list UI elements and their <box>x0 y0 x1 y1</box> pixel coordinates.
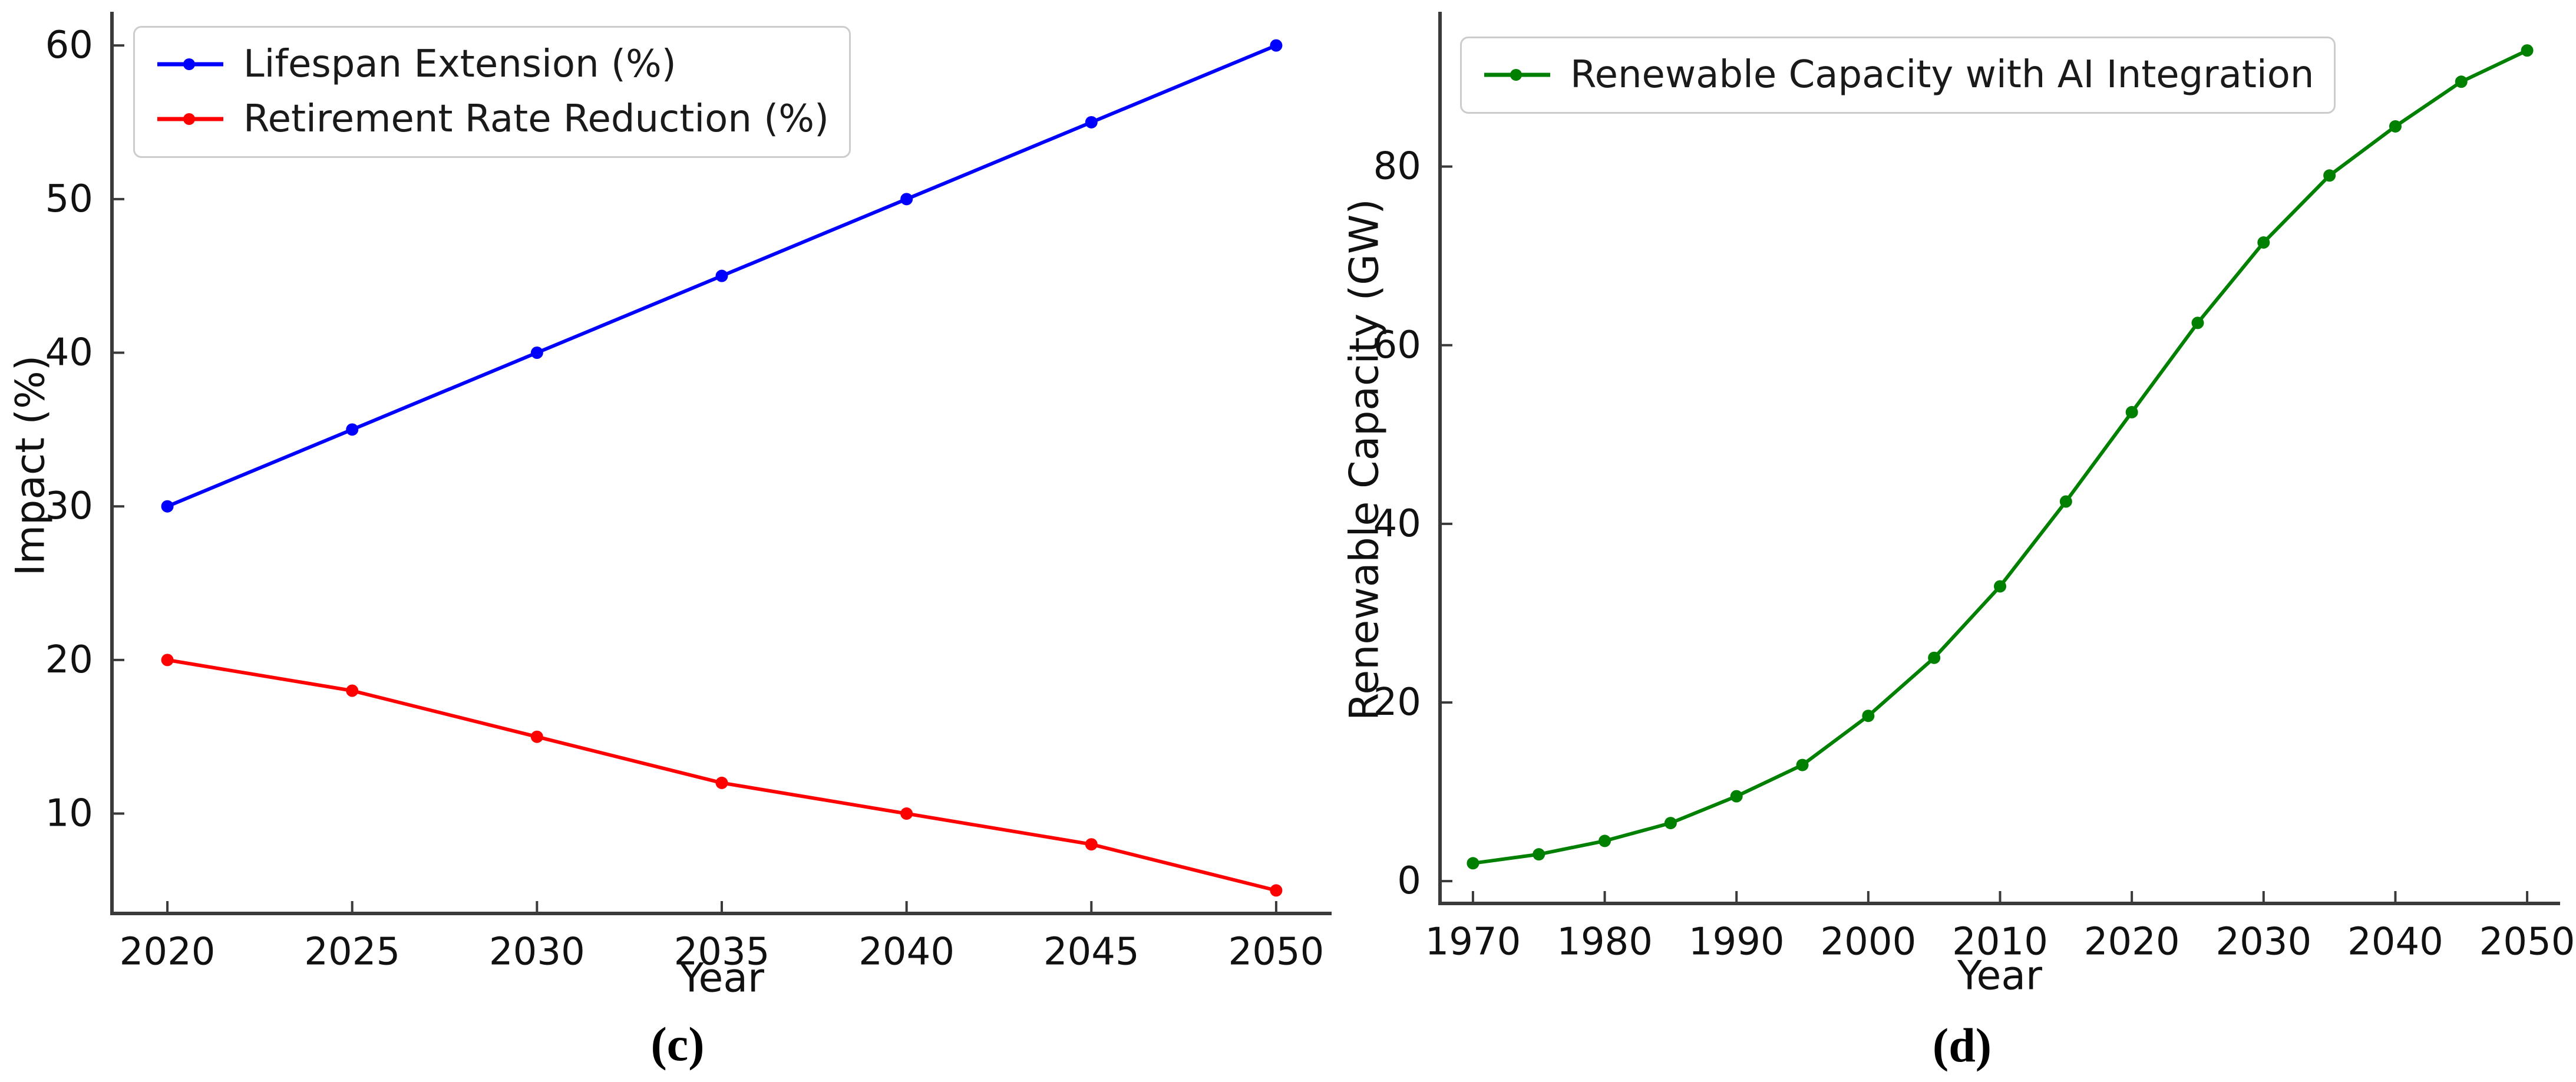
data-point-marker <box>2323 169 2336 182</box>
data-point-marker <box>900 193 913 206</box>
x-tick-label: 2040 <box>2347 920 2443 964</box>
legend-swatch-marker <box>183 113 195 126</box>
legend-swatch-marker <box>1510 69 1522 81</box>
x-tick-label: 1970 <box>1425 920 1521 964</box>
data-point-marker <box>1796 758 1809 771</box>
data-point-marker <box>1467 857 1479 870</box>
panel-caption-d: (d) <box>1932 1018 1992 1072</box>
legend-label: Retirement Rate Reduction (%) <box>243 97 829 141</box>
x-axis-label: Year <box>679 955 764 1002</box>
data-point-marker <box>1928 651 1941 664</box>
data-point-marker <box>1994 580 2006 593</box>
x-tick-label: 2025 <box>304 930 400 974</box>
data-point-marker <box>2257 236 2270 249</box>
x-tick-label: 1980 <box>1557 920 1653 964</box>
y-tick-label: 50 <box>45 177 93 221</box>
legend-item: Renewable Capacity with AI Integration <box>1482 52 2314 98</box>
data-point-marker <box>900 807 913 820</box>
x-tick-label: 2010 <box>1952 920 2048 964</box>
data-point-marker <box>1085 838 1098 851</box>
data-point-marker <box>715 776 728 789</box>
data-point-marker <box>1270 884 1283 897</box>
y-tick-label: 40 <box>1373 502 1421 546</box>
data-point-marker <box>530 730 543 743</box>
data-point-marker <box>1270 39 1283 52</box>
x-axis-label: Year <box>1957 953 2042 999</box>
data-point-marker <box>2455 75 2468 88</box>
legend-label: Renewable Capacity with AI Integration <box>1570 53 2314 97</box>
x-tick-label: 2030 <box>2215 920 2311 964</box>
legend-label: Lifespan Extension (%) <box>243 42 676 86</box>
y-axis-label: Impact (%) <box>8 355 54 576</box>
y-tick-label: 0 <box>1397 859 1421 903</box>
data-point-marker <box>346 684 359 697</box>
x-tick-label: 2030 <box>489 930 585 974</box>
data-point-marker <box>1664 817 1677 830</box>
y-tick-label: 60 <box>1373 324 1421 367</box>
panel-caption-c: (c) <box>650 1017 705 1071</box>
data-point-marker <box>161 500 174 513</box>
legend-panel-d: Renewable Capacity with AI Integration <box>1460 37 2336 114</box>
x-tick-label: 2050 <box>2479 920 2575 964</box>
data-point-marker <box>2521 44 2534 57</box>
y-tick-label: 10 <box>45 792 93 836</box>
data-point-marker <box>1730 790 1743 803</box>
y-tick-label: 30 <box>45 484 93 528</box>
x-tick-label: 2035 <box>674 930 770 974</box>
legend-panel-c: Lifespan Extension (%) Retirement Rate Re… <box>133 26 851 158</box>
x-tick-label: 2040 <box>858 930 955 974</box>
y-tick-label: 40 <box>45 331 93 375</box>
data-point-marker <box>346 423 359 436</box>
data-point-marker <box>530 347 543 359</box>
x-tick-label: 1990 <box>1689 920 1785 964</box>
data-point-marker <box>1862 710 1875 723</box>
y-axis-label: Renewable Capacity (GW) <box>1342 199 1388 721</box>
data-point-marker <box>1599 834 1611 847</box>
x-tick-label: 2000 <box>1820 920 1916 964</box>
data-point-marker <box>2125 405 2138 418</box>
data-point-marker <box>1533 848 1545 861</box>
y-tick-label: 60 <box>45 24 93 67</box>
data-point-marker <box>2389 120 2402 133</box>
series-line <box>1471 48 2529 865</box>
data-point-marker <box>715 269 728 282</box>
x-tick-label: 2020 <box>2084 920 2180 964</box>
x-tick-label: 2020 <box>120 930 216 974</box>
legend-line-swatch <box>157 58 223 71</box>
legend-item: Retirement Rate Reduction (%) <box>155 97 829 142</box>
series-line <box>166 658 1278 892</box>
y-tick-label: 20 <box>45 638 93 682</box>
legend-line-swatch <box>157 113 223 126</box>
data-point-marker <box>2059 495 2072 508</box>
data-point-marker <box>161 654 174 667</box>
x-tick-label: 2045 <box>1043 930 1140 974</box>
y-tick-label: 20 <box>1373 681 1421 724</box>
data-point-marker <box>2191 316 2204 329</box>
legend-swatch-marker <box>183 58 195 71</box>
legend-item: Lifespan Extension (%) <box>155 42 829 87</box>
legend-line-swatch <box>1484 69 1550 81</box>
data-point-marker <box>1085 116 1098 128</box>
y-tick-label: 80 <box>1373 145 1421 189</box>
x-tick-label: 2050 <box>1228 930 1324 974</box>
